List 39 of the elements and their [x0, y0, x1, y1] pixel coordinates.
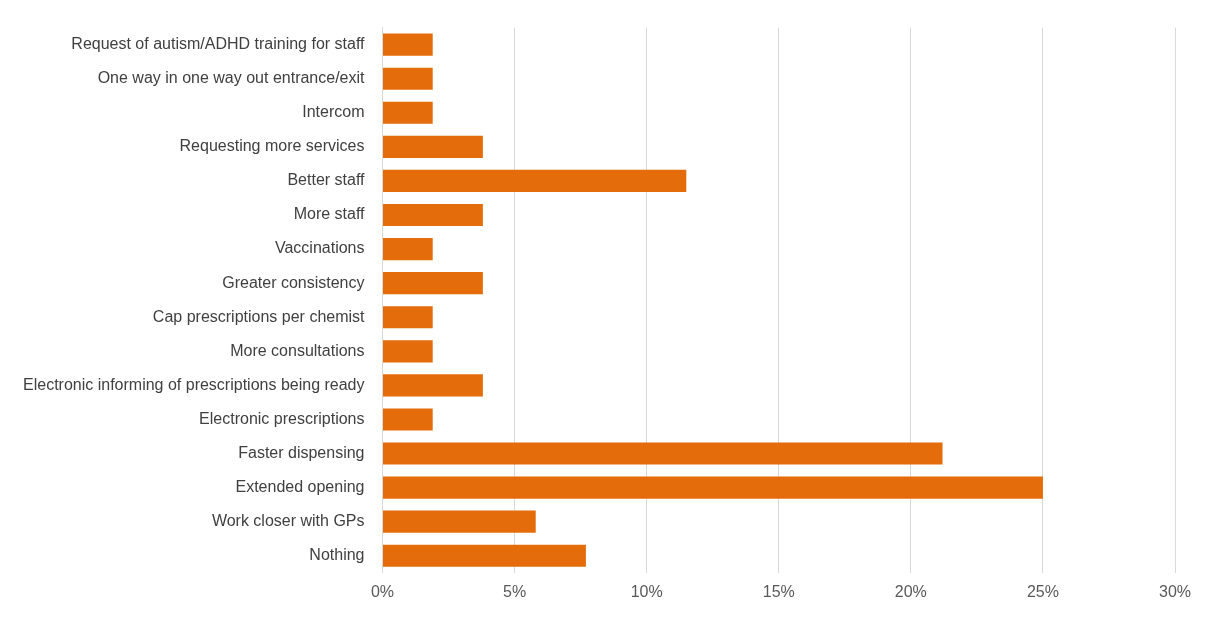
- bar: [383, 169, 687, 193]
- x-tick-label: 20%: [894, 582, 927, 600]
- bar: [383, 135, 483, 158]
- y-tick-label: More staff: [293, 205, 366, 223]
- y-tick-label: Greater consistency: [222, 273, 365, 291]
- y-tick-label: One way in one way out entrance/exit: [97, 69, 366, 87]
- y-tick-label: Faster dispensing: [238, 443, 365, 461]
- y-tick-label: More consultations: [230, 341, 365, 359]
- x-tick-label: 0%: [370, 582, 395, 600]
- y-tick-label: Requesting more services: [179, 137, 365, 155]
- y-tick-label: Vaccinations: [274, 239, 365, 257]
- y-tick-label: Intercom: [302, 103, 365, 121]
- bar: [383, 442, 943, 465]
- y-tick-label: Cap prescriptions per chemist: [152, 307, 366, 325]
- y-tick-label: Better staff: [287, 171, 366, 189]
- bar: [383, 33, 433, 56]
- bar: [383, 306, 433, 329]
- y-tick-label: Electronic prescriptions: [199, 409, 365, 427]
- y-tick-label: Extended opening: [235, 478, 365, 496]
- bar: [383, 408, 433, 431]
- y-tick-label: Request of autism/ADHD training for staff: [71, 35, 366, 53]
- y-tick-label: Work closer with GPs: [211, 512, 365, 530]
- bar: [383, 544, 586, 567]
- x-tick-label: 15%: [762, 582, 795, 600]
- bar: [383, 272, 483, 295]
- bar: [383, 101, 433, 124]
- bar: [383, 374, 483, 397]
- bar: [383, 238, 433, 261]
- x-tick-label: 30%: [1158, 582, 1192, 600]
- x-tick-label: 25%: [1026, 582, 1059, 600]
- bar: [383, 510, 536, 533]
- x-tick-label: 10%: [630, 582, 663, 600]
- x-tick-label: 5%: [503, 582, 527, 600]
- bar: [383, 203, 483, 227]
- bar: [383, 340, 433, 363]
- y-tick-label: Nothing: [309, 546, 365, 564]
- bar: [383, 476, 1043, 499]
- bar: [383, 67, 433, 90]
- y-tick-label: Electronic informing of prescriptions being ready: [23, 375, 365, 393]
